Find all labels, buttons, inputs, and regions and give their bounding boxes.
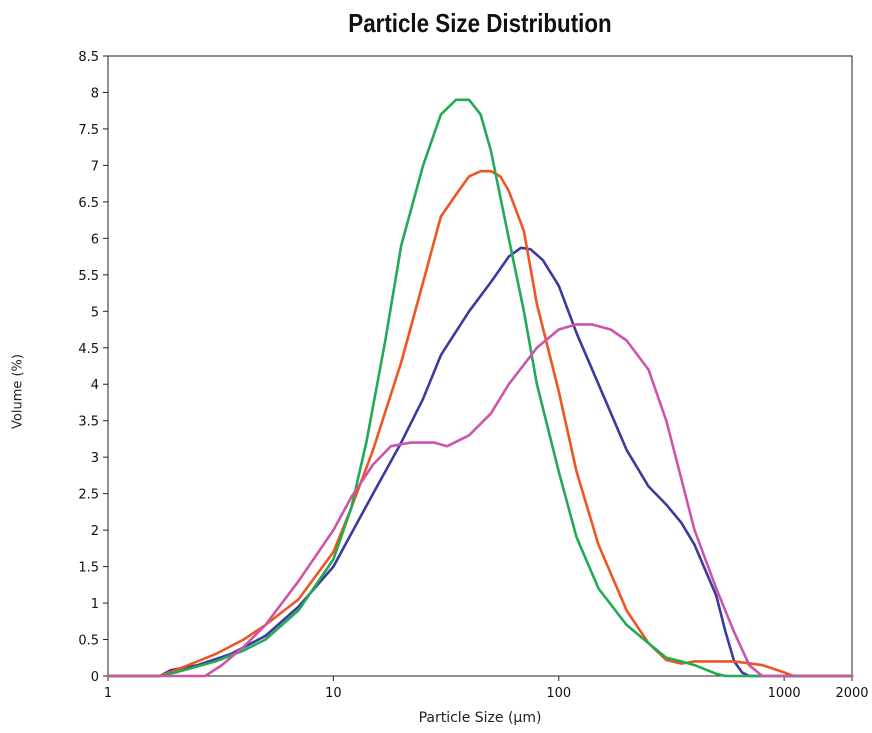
y-tick-label: 1 [91, 597, 99, 612]
y-tick-label: 7 [91, 159, 99, 174]
series-line-4 [106, 323, 854, 678]
series-line-3 [106, 98, 854, 678]
y-tick-label: 0 [91, 670, 99, 685]
y-tick-label: 1.5 [78, 561, 99, 576]
y-tick-label: 5.5 [78, 269, 99, 284]
y-tick-label: 2 [91, 524, 99, 539]
x-tick-label: 10 [325, 686, 342, 701]
series-line-1 [106, 246, 854, 678]
x-axis-label: Particle Size (µm) [418, 710, 542, 726]
x-tick-label: 2000 [835, 686, 868, 701]
x-axis: 1 10 100 1000 2000 [104, 676, 869, 701]
series-line-2 [106, 169, 854, 678]
y-tick-label: 3 [91, 451, 99, 466]
y-tick-label: 6.5 [78, 196, 99, 211]
x-tick-label: 1000 [768, 686, 801, 701]
plot-frame [107, 55, 853, 677]
y-tick-label: 5 [91, 305, 99, 320]
series-layer [106, 98, 854, 678]
chart-title: Particle Size Distribution [348, 8, 612, 38]
y-axis: 0 0.5 1 1.5 2 2.5 3 3.5 4 4.5 5 5.5 6 6.5 7 7.5 8 8.5 [78, 50, 108, 685]
y-tick-label: 7.5 [78, 123, 99, 138]
y-tick-label: 4 [91, 378, 99, 393]
y-tick-label: 8 [91, 86, 99, 101]
y-tick-label: 4.5 [78, 342, 99, 357]
y-tick-label: 8.5 [78, 50, 99, 65]
x-tick-label: 100 [546, 686, 571, 701]
x-tick-label: 1 [104, 686, 112, 701]
y-tick-label: 2.5 [78, 488, 99, 503]
y-tick-label: 0.5 [78, 634, 99, 649]
y-tick-label: 6 [91, 232, 99, 247]
y-tick-label: 3.5 [78, 415, 99, 430]
